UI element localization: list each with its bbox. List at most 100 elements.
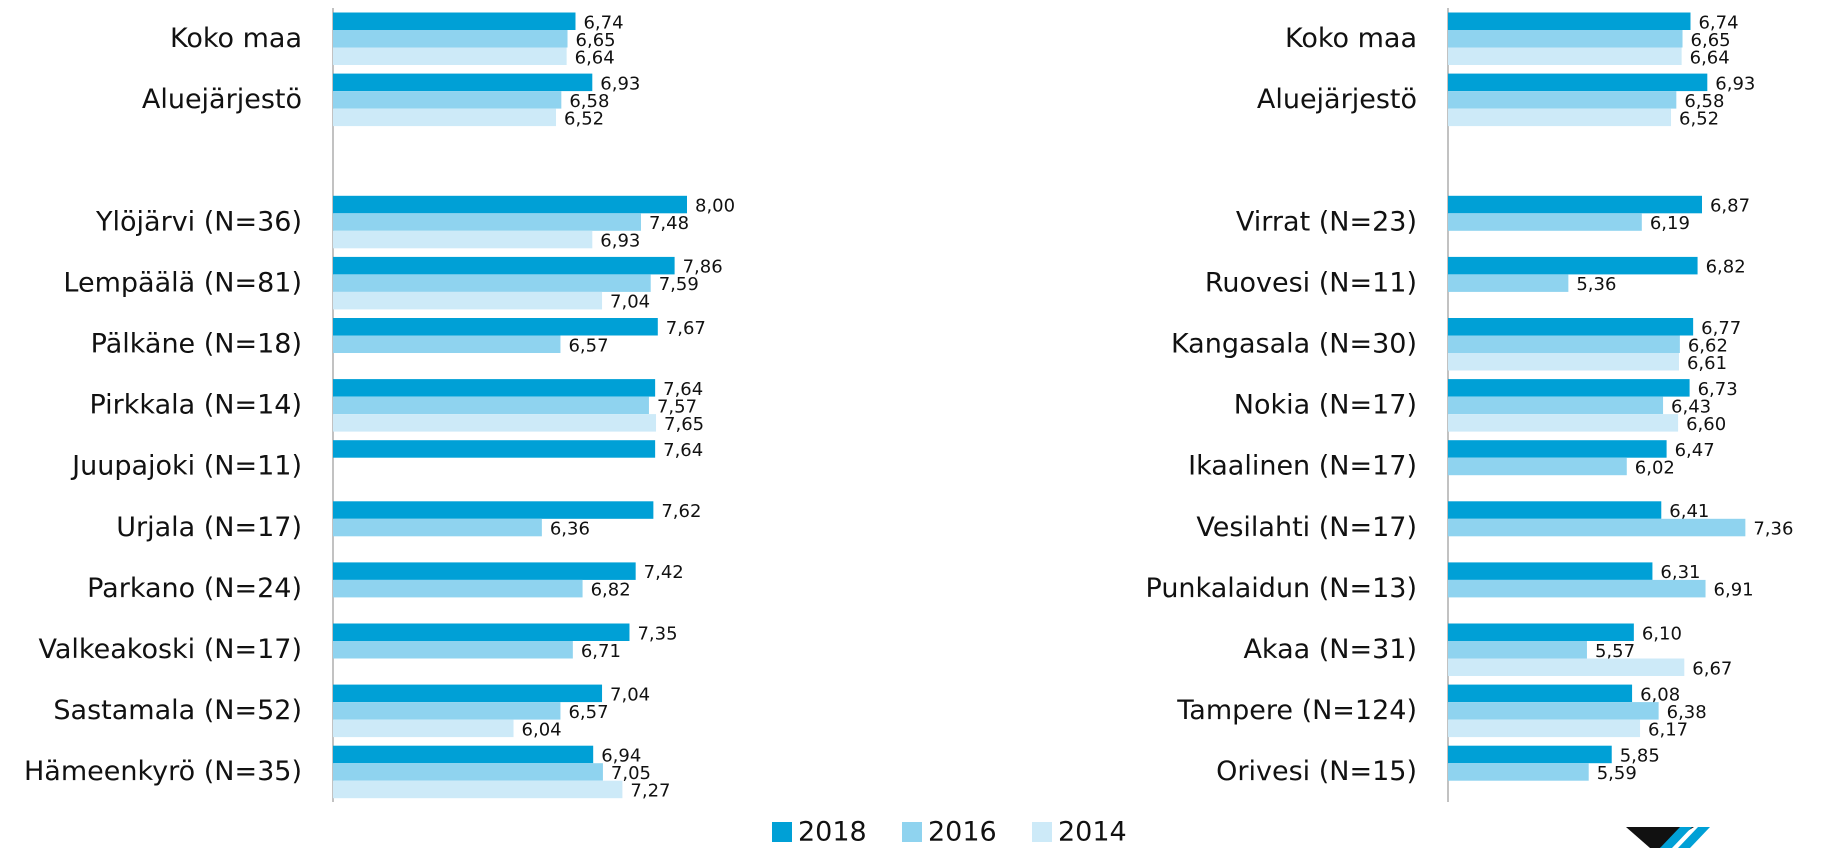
value-label: 6,17 xyxy=(1648,719,1688,740)
value-label: 7,59 xyxy=(659,274,699,295)
category-label: Vesilahti (N=17) xyxy=(1196,512,1417,543)
value-label: 6,31 xyxy=(1660,562,1700,583)
category-label: Nokia (N=17) xyxy=(1234,390,1417,421)
value-label: 6,91 xyxy=(1714,580,1754,601)
bar xyxy=(1448,396,1664,415)
bar xyxy=(333,379,656,397)
value-label: 6,67 xyxy=(1692,658,1732,679)
value-label: 6,57 xyxy=(568,335,608,356)
bar xyxy=(1448,440,1667,458)
legend-label: 2016 xyxy=(928,817,997,848)
bar xyxy=(333,12,576,30)
value-label: 6,94 xyxy=(601,745,641,766)
value-label: 6,74 xyxy=(583,12,623,33)
value-label: 6,02 xyxy=(1635,457,1675,478)
bar xyxy=(333,256,675,275)
value-label: 6,93 xyxy=(600,73,640,94)
value-label: 6,71 xyxy=(581,641,621,662)
bar xyxy=(1448,335,1680,353)
value-label: 6,61 xyxy=(1687,353,1727,374)
value-label: 6,82 xyxy=(591,580,631,601)
value-label: 6,82 xyxy=(1706,257,1746,278)
legend-label: 2014 xyxy=(1058,817,1127,848)
value-label: 7,05 xyxy=(611,763,651,784)
value-label: 5,85 xyxy=(1620,745,1660,766)
category-label: Ruovesi (N=11) xyxy=(1205,267,1417,298)
category-label: Urjala (N=17) xyxy=(116,512,302,543)
category-label: Sastamala (N=52) xyxy=(53,695,302,726)
value-label: 6,52 xyxy=(564,108,604,129)
category-label: Kangasala (N=30) xyxy=(1171,329,1417,360)
legend-swatch xyxy=(902,822,922,842)
bar xyxy=(1448,12,1691,30)
value-label: 5,57 xyxy=(1595,641,1635,662)
bar xyxy=(1448,719,1641,738)
value-label: 6,58 xyxy=(569,91,609,112)
value-label: 7,04 xyxy=(610,684,650,705)
bar xyxy=(333,73,593,92)
value-label: 7,27 xyxy=(630,780,670,801)
value-label: 6,62 xyxy=(1688,335,1728,356)
value-label: 6,74 xyxy=(1698,12,1738,33)
value-label: 7,42 xyxy=(644,562,684,583)
value-label: 6,08 xyxy=(1640,684,1680,705)
category-label: Hämeenkyrö (N=35) xyxy=(24,756,302,787)
bar xyxy=(1448,579,1706,598)
bar xyxy=(333,274,651,292)
value-label: 7,04 xyxy=(610,292,650,313)
value-label: 7,67 xyxy=(666,318,706,339)
value-label: 6,65 xyxy=(1691,30,1731,51)
bar xyxy=(1448,379,1690,397)
category-label: Pirkkala (N=14) xyxy=(89,390,302,421)
bar xyxy=(1448,414,1679,432)
bar xyxy=(1448,195,1702,214)
value-label: 6,38 xyxy=(1667,702,1707,723)
value-label: 5,36 xyxy=(1576,274,1616,295)
bar xyxy=(1448,318,1694,336)
value-label: 7,65 xyxy=(664,414,704,435)
bar xyxy=(1448,623,1634,641)
category-label: Tampere (N=124) xyxy=(1176,695,1417,726)
category-label: Valkeakoski (N=17) xyxy=(39,634,302,665)
value-label: 7,35 xyxy=(637,623,677,644)
value-label: 6,41 xyxy=(1669,501,1709,522)
category-label: Aluejärjestö xyxy=(142,84,302,115)
value-label: 6,52 xyxy=(1679,108,1719,129)
bar xyxy=(333,291,603,310)
bar xyxy=(333,30,568,48)
logo xyxy=(1626,827,1710,848)
category-label: Ylöjärvi (N=36) xyxy=(95,206,302,237)
bar xyxy=(333,684,603,703)
value-label: 7,64 xyxy=(663,379,703,400)
bar xyxy=(333,641,573,659)
bar xyxy=(1448,641,1587,659)
bar xyxy=(1448,702,1659,720)
value-label: 6,43 xyxy=(1671,396,1711,417)
bar xyxy=(1448,73,1708,92)
value-label: 7,48 xyxy=(649,213,689,234)
value-label: 6,65 xyxy=(576,30,616,51)
bar xyxy=(1448,256,1698,275)
bar xyxy=(333,335,561,353)
bar xyxy=(333,702,561,720)
value-label: 6,64 xyxy=(1690,47,1730,68)
bar xyxy=(333,318,658,336)
value-label: 6,10 xyxy=(1642,623,1682,644)
bar xyxy=(1448,745,1612,764)
bar xyxy=(333,763,603,781)
bar xyxy=(1448,274,1569,292)
bar xyxy=(1448,353,1679,371)
value-label: 6,57 xyxy=(568,702,608,723)
category-label: Akaa (N=31) xyxy=(1243,634,1417,665)
bar xyxy=(333,745,594,764)
value-label: 6,04 xyxy=(522,719,562,740)
bar xyxy=(1448,684,1633,703)
bar xyxy=(333,213,641,231)
value-label: 6,47 xyxy=(1675,440,1715,461)
category-label: Lempäälä (N=81) xyxy=(63,267,302,298)
bar xyxy=(1448,501,1662,519)
value-label: 7,57 xyxy=(657,396,697,417)
category-label: Parkano (N=24) xyxy=(87,573,302,604)
value-label: 6,87 xyxy=(1710,196,1750,217)
